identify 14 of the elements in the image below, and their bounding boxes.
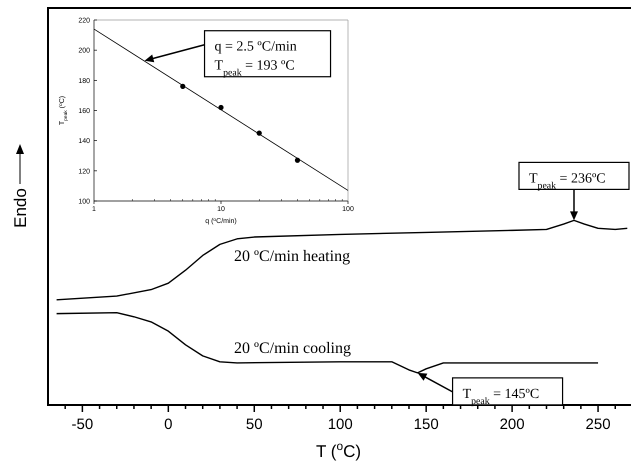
x-tick-label: 250 <box>586 416 611 433</box>
annotation: T$_{peak}$ = 236ºC <box>528 171 606 191</box>
annotation: T$_{peak}$ = 145ºC <box>462 386 540 406</box>
annotation: q = 2.5 ºC/min T$_{peak}$ = 193 ºC <box>214 40 297 78</box>
x-axis-title: T ($^{o}$C) <box>316 439 362 461</box>
series-label: 20 ºC/min cooling <box>234 340 351 357</box>
x-tick-label: 150 <box>414 416 439 433</box>
x-tick-label: 200 <box>500 416 525 433</box>
x-tick-label: 50 <box>246 416 263 433</box>
x-tick-label: 0 <box>164 416 172 433</box>
y-axis-title: Endo <box>11 188 30 228</box>
x-tick-label: -50 <box>72 416 94 433</box>
series-label: 20 ºC/min heating <box>234 248 350 265</box>
x-tick-label: 100 <box>328 416 353 433</box>
